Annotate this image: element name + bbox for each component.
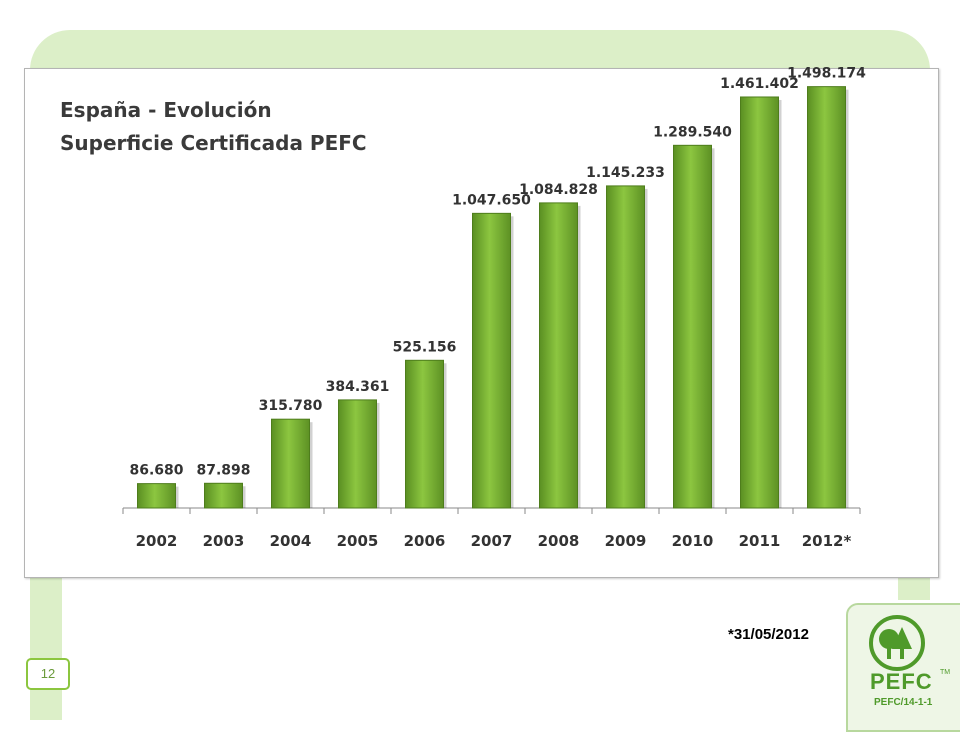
bar-2011: [740, 96, 779, 509]
data-label: 1.498.174: [787, 66, 866, 82]
pefc-logo: PEFC TM PEFC/14-1-1: [846, 603, 960, 732]
tick-label: 2008: [538, 532, 580, 550]
data-label: 1.461.402: [720, 76, 799, 92]
data-label: 1.047.650: [452, 192, 531, 208]
data-label: 86.680: [129, 463, 183, 479]
chart-title-line-2: Superficie Certificada PEFC: [60, 131, 367, 155]
tick-label: 2010: [672, 532, 714, 550]
bar-2007: [472, 212, 511, 509]
data-label: 1.084.828: [519, 182, 598, 198]
tick-label: 2006: [404, 532, 446, 550]
footnote-date: *31/05/2012: [728, 626, 809, 643]
page-number: 12: [26, 658, 70, 690]
pefc-logo-word: PEFC: [870, 669, 933, 694]
pefc-logo-icon: [869, 615, 925, 671]
tick-label: 2005: [337, 532, 379, 550]
bar-2009: [606, 185, 645, 509]
data-label: 525.156: [393, 339, 457, 355]
chart-title: España - Evolución Superficie Certificad…: [60, 94, 367, 160]
pefc-logo-tm: TM: [940, 669, 951, 676]
data-label: 1.145.233: [586, 165, 665, 181]
bar-2010: [673, 144, 712, 509]
chart-title-line-1: España - Evolución: [60, 98, 272, 122]
pefc-logo-code: PEFC/14-1-1: [874, 697, 933, 708]
bar-2005: [338, 399, 377, 509]
bar-2004: [271, 418, 310, 509]
bar-2003: [204, 482, 243, 509]
tick-label: 2004: [270, 532, 312, 550]
tick-label: 2002: [136, 532, 178, 550]
tick-label: 2012*: [802, 532, 852, 550]
tick-label: 2003: [203, 532, 245, 550]
bar-2012: [807, 86, 846, 509]
data-label: 1.289.540: [653, 124, 732, 140]
tick-label: 2009: [605, 532, 647, 550]
bar-2008: [539, 202, 578, 509]
tick-label: 2011: [739, 532, 781, 550]
bar-2002: [137, 483, 176, 509]
data-label: 87.898: [196, 462, 250, 478]
tick-label: 2007: [471, 532, 513, 550]
data-label: 384.361: [326, 379, 390, 395]
bar-2006: [405, 359, 444, 509]
data-label: 315.780: [259, 398, 323, 414]
